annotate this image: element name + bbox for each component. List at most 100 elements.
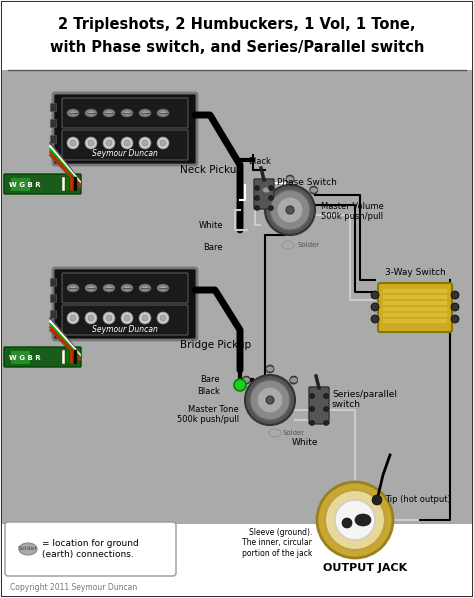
Text: Solder: Solder: [298, 242, 320, 248]
Circle shape: [270, 190, 310, 230]
Ellipse shape: [103, 284, 115, 292]
Ellipse shape: [70, 111, 76, 115]
Circle shape: [277, 197, 303, 223]
Text: White: White: [292, 438, 318, 447]
FancyBboxPatch shape: [5, 522, 176, 576]
Circle shape: [310, 420, 315, 426]
Ellipse shape: [67, 109, 79, 117]
Circle shape: [255, 196, 259, 200]
Text: W G B R: W G B R: [9, 355, 41, 361]
Ellipse shape: [310, 188, 317, 193]
Circle shape: [160, 140, 166, 146]
Ellipse shape: [88, 286, 94, 290]
Bar: [383, 301, 447, 305]
Ellipse shape: [243, 377, 250, 383]
Circle shape: [371, 315, 379, 323]
Ellipse shape: [103, 109, 115, 117]
Text: Series/parallel
switch: Series/parallel switch: [332, 390, 397, 410]
FancyBboxPatch shape: [62, 98, 188, 128]
Circle shape: [268, 185, 273, 191]
Ellipse shape: [85, 109, 97, 117]
Bar: [50, 294, 56, 302]
Circle shape: [67, 137, 79, 149]
Bar: [383, 307, 447, 311]
Text: Seymour Duncan: Seymour Duncan: [92, 325, 158, 334]
Ellipse shape: [355, 514, 371, 526]
Circle shape: [286, 206, 294, 214]
Circle shape: [160, 315, 166, 321]
Text: Bare: Bare: [203, 243, 223, 252]
Ellipse shape: [70, 286, 76, 290]
FancyBboxPatch shape: [62, 273, 188, 303]
Circle shape: [85, 312, 97, 324]
Circle shape: [139, 312, 151, 324]
Bar: [50, 103, 56, 111]
Bar: [50, 119, 56, 127]
Text: White: White: [199, 221, 223, 230]
Ellipse shape: [19, 543, 37, 555]
Bar: [50, 310, 56, 318]
Ellipse shape: [106, 286, 112, 290]
Circle shape: [266, 396, 274, 404]
Bar: [10, 350, 30, 364]
Ellipse shape: [124, 286, 130, 290]
FancyBboxPatch shape: [53, 93, 197, 165]
Bar: [383, 289, 447, 293]
Ellipse shape: [139, 109, 151, 117]
Circle shape: [121, 312, 133, 324]
Circle shape: [371, 303, 379, 311]
Bar: [70, 350, 73, 364]
FancyBboxPatch shape: [53, 268, 197, 340]
Text: with Phase switch, and Series/Parallel switch: with Phase switch, and Series/Parallel s…: [50, 41, 424, 56]
Circle shape: [124, 315, 130, 321]
Circle shape: [451, 303, 459, 311]
Circle shape: [106, 315, 112, 321]
Bar: [70, 177, 73, 191]
Ellipse shape: [157, 109, 169, 117]
Text: Phase Switch: Phase Switch: [277, 178, 337, 187]
Circle shape: [242, 376, 250, 384]
Text: Solder: Solder: [283, 430, 305, 436]
Circle shape: [325, 490, 385, 550]
Circle shape: [70, 315, 76, 321]
FancyBboxPatch shape: [4, 174, 81, 194]
Ellipse shape: [106, 111, 112, 115]
Bar: [383, 319, 447, 323]
FancyBboxPatch shape: [62, 130, 188, 160]
Circle shape: [103, 312, 115, 324]
Text: Seymour Duncan: Seymour Duncan: [92, 150, 158, 158]
Text: OUTPUT JACK: OUTPUT JACK: [323, 563, 407, 573]
Bar: [2, 524, 472, 596]
Text: Neck Pickup: Neck Pickup: [180, 165, 243, 175]
Circle shape: [142, 315, 148, 321]
Bar: [62, 177, 65, 191]
Ellipse shape: [142, 111, 148, 115]
Circle shape: [103, 137, 115, 149]
Text: W G B R: W G B R: [9, 182, 41, 188]
Ellipse shape: [157, 284, 169, 292]
Bar: [66, 350, 69, 364]
Ellipse shape: [121, 284, 133, 292]
Bar: [50, 135, 56, 143]
Bar: [66, 177, 69, 191]
Circle shape: [372, 495, 382, 505]
Ellipse shape: [67, 284, 79, 292]
Ellipse shape: [269, 429, 281, 437]
Circle shape: [310, 407, 315, 411]
Circle shape: [157, 312, 169, 324]
Circle shape: [266, 365, 274, 373]
Ellipse shape: [88, 111, 94, 115]
Bar: [2, 70, 472, 524]
Ellipse shape: [121, 109, 133, 117]
Circle shape: [317, 482, 393, 558]
FancyBboxPatch shape: [254, 179, 274, 209]
Circle shape: [371, 291, 379, 299]
Circle shape: [255, 185, 259, 191]
Circle shape: [142, 140, 148, 146]
Circle shape: [88, 315, 94, 321]
Ellipse shape: [159, 286, 166, 290]
Circle shape: [250, 380, 290, 420]
Circle shape: [106, 140, 112, 146]
Circle shape: [310, 186, 318, 194]
Circle shape: [323, 420, 328, 426]
